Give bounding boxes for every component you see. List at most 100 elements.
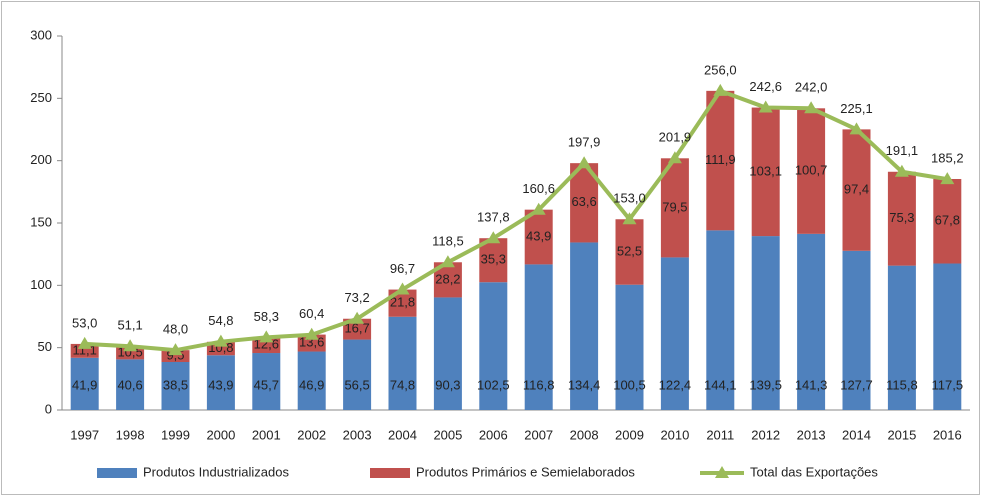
line-marker	[531, 202, 546, 215]
data-label: 52,5	[617, 243, 642, 258]
data-label: 96,7	[390, 261, 415, 276]
data-label: 111,9	[705, 152, 736, 167]
x-tick-label: 1998	[116, 427, 145, 442]
y-tick-label: 0	[45, 401, 52, 416]
bar-segment	[887, 265, 916, 410]
line-marker	[440, 255, 455, 268]
y-tick-label: 150	[30, 214, 52, 229]
bar-segment	[615, 219, 644, 285]
bar-segment	[70, 357, 99, 410]
x-tick-label: 2015	[887, 427, 916, 442]
bar-segment	[479, 282, 508, 410]
data-label: 100,5	[613, 377, 646, 392]
bar-segment	[842, 129, 871, 251]
line-marker	[849, 122, 864, 135]
data-label: 90,3	[435, 377, 460, 392]
bar-segment	[343, 318, 372, 340]
bar-segment	[206, 341, 235, 356]
line-marker	[577, 156, 592, 169]
data-label: 116,8	[523, 377, 555, 392]
bar-segment	[479, 238, 508, 283]
x-tick-label: 2012	[751, 427, 780, 442]
data-label: 225,1	[840, 101, 873, 116]
bar-segment	[70, 343, 99, 358]
y-tick-label: 300	[30, 27, 52, 42]
x-tick-label: 2008	[570, 427, 599, 442]
y-tick-label: 250	[30, 90, 52, 105]
data-label: 43,9	[526, 228, 551, 243]
y-tick-label: 50	[38, 339, 52, 354]
y-tick-label: 200	[30, 152, 52, 167]
data-label: 242,6	[749, 79, 782, 94]
data-label: 100,7	[795, 163, 828, 178]
data-label: 160,6	[522, 181, 555, 196]
bar-segment	[660, 158, 689, 258]
bar-segment	[933, 178, 962, 264]
bar-segment	[297, 351, 326, 410]
line-marker	[758, 100, 773, 113]
data-label: 53,0	[72, 315, 97, 330]
line-marker	[940, 172, 955, 185]
legend-label: Produtos Industrializados	[143, 464, 289, 479]
legend-marker	[715, 466, 729, 478]
data-label: 191,1	[886, 143, 919, 158]
data-label: 118,5	[432, 234, 464, 249]
bar-segment	[797, 233, 826, 410]
data-label: 144,1	[704, 377, 737, 392]
line-marker	[622, 212, 637, 225]
data-label: 153,0	[613, 191, 646, 206]
bar-segment	[524, 264, 553, 410]
bar-segment	[570, 242, 599, 410]
data-label: 35,3	[481, 252, 506, 267]
data-label: 201,9	[659, 130, 692, 145]
data-label: 16,7	[344, 321, 369, 336]
data-label: 41,9	[72, 377, 97, 392]
bar-segment	[887, 171, 916, 266]
x-tick-label: 1997	[70, 427, 99, 442]
bar-segment	[706, 90, 735, 231]
bar-segment	[252, 337, 281, 354]
data-label: 102,5	[477, 377, 510, 392]
data-label: 117,5	[932, 377, 964, 392]
x-tick-label: 2005	[433, 427, 462, 442]
line-marker	[304, 327, 319, 340]
bar-segment	[297, 334, 326, 352]
x-tick-label: 2001	[252, 427, 281, 442]
data-label: 56,5	[344, 377, 369, 392]
data-label: 28,2	[435, 271, 460, 286]
data-label: 58,3	[254, 309, 279, 324]
data-label: 141,3	[795, 377, 828, 392]
bar-segment	[343, 339, 372, 410]
data-label: 185,2	[931, 151, 964, 166]
x-tick-label: 2002	[297, 427, 326, 442]
x-tick-label: 2003	[343, 427, 372, 442]
data-label: 43,9	[208, 377, 233, 392]
bar-segment	[842, 250, 871, 410]
line-marker	[213, 334, 228, 347]
legend-swatch	[97, 468, 137, 478]
bar-segment	[706, 230, 735, 410]
data-label: 40,6	[117, 377, 142, 392]
x-tick-label: 2007	[524, 427, 553, 442]
line-marker	[667, 151, 682, 164]
bar-segment	[116, 346, 145, 360]
data-label: 48,0	[163, 322, 188, 337]
data-label: 134,4	[568, 377, 601, 392]
bar-segment	[433, 297, 462, 410]
data-label: 60,4	[299, 306, 324, 321]
data-label: 256,0	[704, 62, 737, 77]
data-label: 97,4	[844, 182, 869, 197]
data-label: 46,9	[299, 377, 324, 392]
line-marker	[713, 83, 728, 96]
bar-segment	[751, 236, 780, 410]
line-marker	[894, 164, 909, 177]
x-tick-label: 2016	[933, 427, 962, 442]
x-tick-label: 2006	[479, 427, 508, 442]
data-label: 75,3	[889, 210, 914, 225]
data-label: 45,7	[254, 377, 279, 392]
bar-segment	[660, 257, 689, 410]
data-label: 21,8	[390, 295, 415, 310]
legend-label: Produtos Primários e Semielaborados	[416, 464, 635, 479]
